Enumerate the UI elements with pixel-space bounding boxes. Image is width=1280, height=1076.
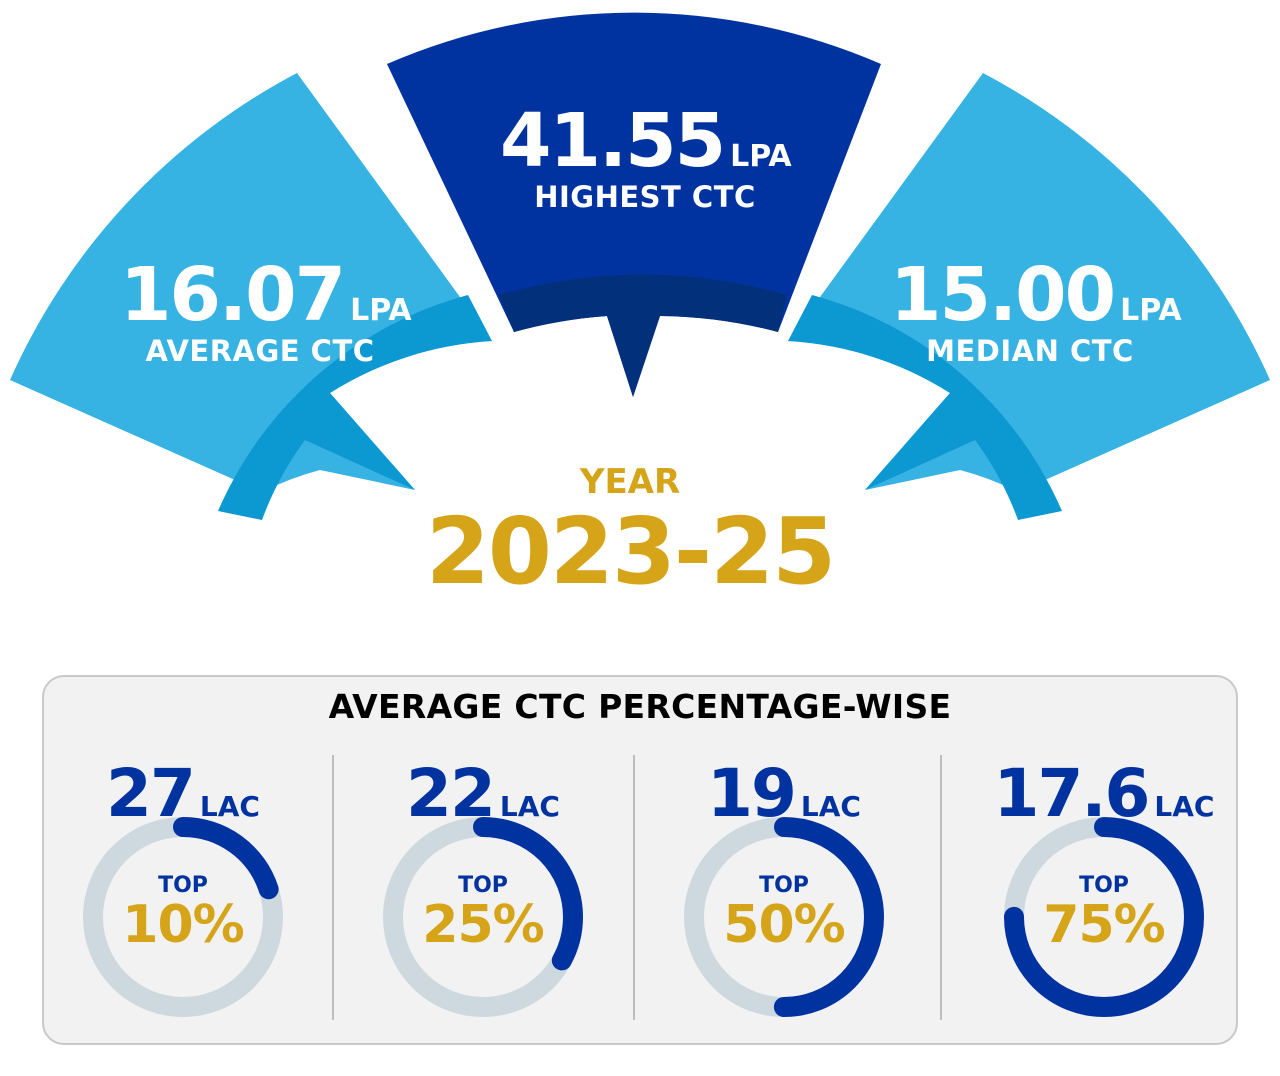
highest-ctc-unit: LPA (730, 139, 792, 174)
median-ctc-label: 15.00 LPA MEDIAN CTC (890, 252, 1182, 368)
divider (332, 755, 334, 1020)
divider (633, 755, 635, 1020)
average-ctc-unit: LPA (350, 293, 412, 328)
average-ctc-label: 16.07 LPA AVERAGE CTC (120, 252, 412, 368)
percentile-item-top-10: 27 LAC TOP 10% (33, 755, 333, 1035)
average-ctc-value: 16.07 (120, 252, 346, 338)
average-ctc-caption: AVERAGE CTC (145, 334, 375, 368)
percentile-item-top-50: 19 LAC TOP 50% (634, 755, 934, 1035)
divider (940, 755, 942, 1020)
progress-ring-icon (1004, 817, 1204, 1017)
median-segment (788, 73, 1270, 492)
progress-ring-icon (684, 817, 884, 1017)
median-ctc-unit: LPA (1120, 293, 1182, 328)
ctc-fan-graphic (10, 12, 1270, 520)
gauge-label: TOP 10% (122, 873, 244, 955)
percentile-panel: AVERAGE CTC PERCENTAGE-WISE 27 LAC TOP 10… (42, 675, 1238, 1045)
gauge-label: TOP 50% (723, 873, 845, 955)
year-label: YEAR (579, 462, 681, 502)
median-ctc-caption: MEDIAN CTC (926, 334, 1134, 368)
highest-segment-inner-band (499, 274, 787, 397)
percentile-item-top-25: 22 LAC TOP 25% (333, 755, 633, 1035)
median-segment-inner-band (788, 295, 1062, 520)
average-segment-inner-band (218, 295, 492, 520)
progress-ring-icon (383, 817, 583, 1017)
panel-title: AVERAGE CTC PERCENTAGE-WISE (328, 687, 952, 726)
highest-ctc-label: 41.55 LPA HIGHEST CTC (500, 98, 792, 214)
year-value: 2023-25 (425, 498, 836, 605)
highest-ctc-caption: HIGHEST CTC (534, 180, 756, 214)
stat-value: 22 LAC (406, 755, 560, 832)
highest-ctc-value: 41.55 (500, 98, 726, 184)
median-ctc-value: 15.00 (890, 252, 1116, 338)
progress-ring-icon (83, 817, 283, 1017)
percentile-item-top-75: 17.6 LAC TOP 75% (954, 755, 1254, 1035)
gauge-label: TOP 25% (422, 873, 544, 955)
average-segment (10, 73, 492, 492)
gauge-label: TOP 75% (1043, 873, 1165, 955)
